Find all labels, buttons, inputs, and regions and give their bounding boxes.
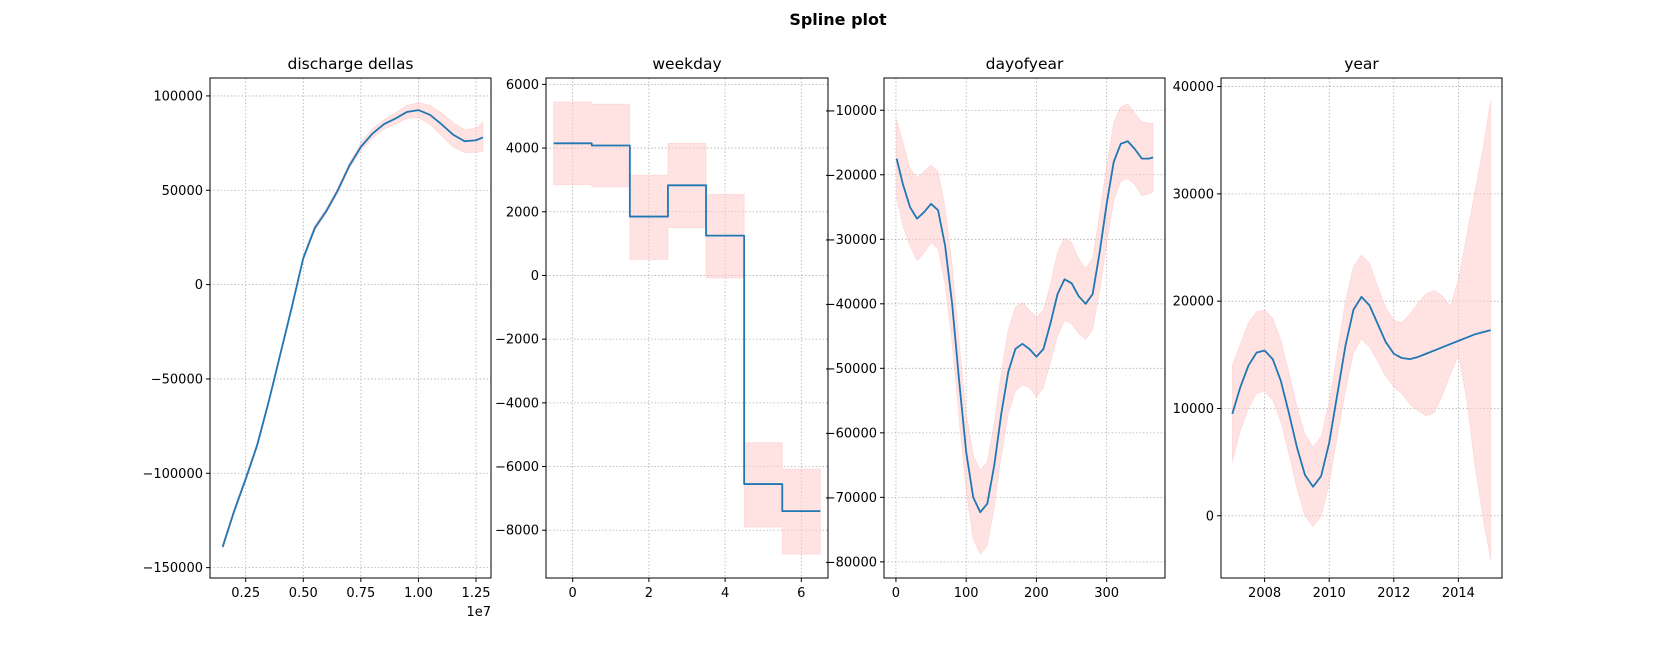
x-tick-label: 4 xyxy=(721,586,729,601)
x-tick-label: 0 xyxy=(892,586,900,601)
figure-suptitle: Spline plot xyxy=(789,10,887,29)
x-tick-label: 200 xyxy=(1024,586,1049,601)
x-tick-label: 2014 xyxy=(1442,586,1475,601)
x-tick-label: 300 xyxy=(1094,586,1119,601)
x-tick-label: 0.50 xyxy=(289,586,318,601)
y-tick-label: −8000 xyxy=(495,524,539,539)
y-tick-label: 0 xyxy=(1206,509,1214,524)
y-tick-label: 6000 xyxy=(506,78,539,93)
y-tick-label: 50000 xyxy=(162,184,203,199)
y-tick-label: −70000 xyxy=(825,491,877,506)
y-tick-label: −10000 xyxy=(825,104,877,119)
y-tick-label: −80000 xyxy=(825,555,877,570)
axes-frame xyxy=(883,77,1166,579)
confidence-band xyxy=(1231,100,1492,560)
x-tick-label: 2008 xyxy=(1248,586,1281,601)
x-tick-label: 2 xyxy=(645,586,653,601)
confidence-band xyxy=(553,101,821,555)
axes-frame xyxy=(545,77,829,579)
y-tick-label: −4000 xyxy=(495,396,539,411)
confidence-band xyxy=(222,102,484,550)
y-tick-label: 0 xyxy=(195,278,203,293)
subplot-4: 2008 2010 2012 2014 0 10000 20000 30000 40000 yea… xyxy=(1173,55,1503,601)
subplot-title: weekday xyxy=(652,55,721,73)
subplot-title: discharge dellas xyxy=(287,55,413,73)
x-tick-label: 2010 xyxy=(1313,586,1346,601)
x-tick-label: 2012 xyxy=(1377,586,1410,601)
y-tick-label: 100000 xyxy=(153,89,203,104)
spline-line xyxy=(1231,295,1491,488)
x-tick-label: 1.25 xyxy=(462,586,491,601)
y-tick-label: 30000 xyxy=(1173,187,1214,202)
x-tick-label: 0.25 xyxy=(231,586,260,601)
subplot-title: dayofyear xyxy=(986,55,1064,73)
y-tick-label: 0 xyxy=(531,269,539,284)
y-tick-label: −2000 xyxy=(495,333,539,348)
y-tick-label: −50000 xyxy=(825,362,877,377)
spline-line xyxy=(553,142,821,513)
subplot-1: 0.25 0.50 0.75 1.00 1.25 −150000 −100000 −50000… xyxy=(142,55,492,620)
axes-frame xyxy=(1220,77,1503,579)
subplot-2: 0 2 4 6 −8000 −6000 −4000 −2000 0 2000 4000 6000 wee… xyxy=(495,55,829,601)
x-tick-label: 0 xyxy=(569,586,577,601)
x-tick-label: 6 xyxy=(797,586,805,601)
x-tick-label: 1.00 xyxy=(404,586,433,601)
subplot-3: 0 100 200 300 −80000 −70000 −60000 −50000 −40000… xyxy=(825,55,1166,601)
axes-frame xyxy=(209,77,492,579)
y-tick-label: −50000 xyxy=(151,372,203,387)
y-tick-label: −60000 xyxy=(825,426,877,441)
spline-line xyxy=(221,109,484,548)
subplot-title: year xyxy=(1344,55,1379,73)
x-offset-label: 1e7 xyxy=(466,605,491,620)
y-tick-label: −20000 xyxy=(825,168,877,183)
confidence-band xyxy=(896,103,1154,555)
y-tick-label: 2000 xyxy=(506,205,539,220)
y-tick-label: −150000 xyxy=(142,561,203,576)
y-tick-label: 20000 xyxy=(1173,295,1214,310)
y-tick-label: −40000 xyxy=(825,297,877,312)
x-tick-label: 0.75 xyxy=(346,586,375,601)
y-tick-label: −30000 xyxy=(825,233,877,248)
y-tick-label: 4000 xyxy=(506,142,539,157)
y-tick-label: 40000 xyxy=(1173,80,1214,95)
y-tick-label: −100000 xyxy=(142,467,203,482)
spline-line xyxy=(895,140,1154,514)
y-tick-label: 10000 xyxy=(1173,402,1214,417)
x-tick-label: 100 xyxy=(954,586,979,601)
y-tick-label: −6000 xyxy=(495,460,539,475)
